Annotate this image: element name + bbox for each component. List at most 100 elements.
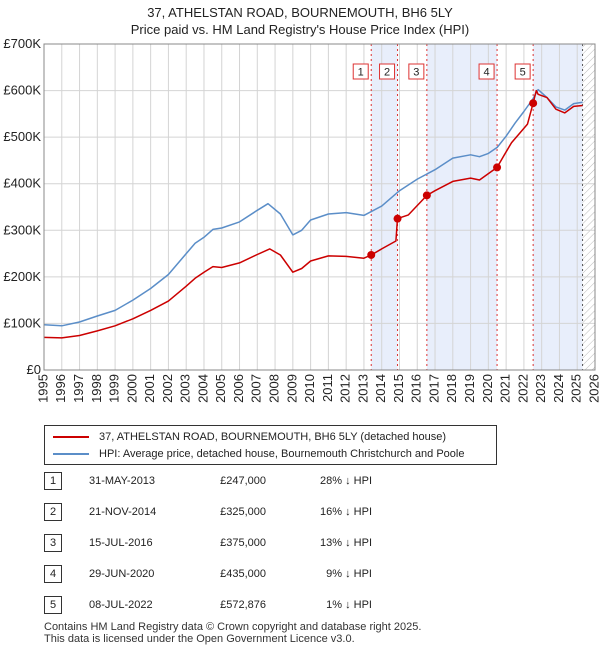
- sale-label: 1: [358, 67, 364, 79]
- plot-background: [44, 44, 595, 370]
- highlight-band: [533, 44, 583, 370]
- x-tick-label: 2010: [302, 374, 317, 403]
- sale-date: 08-JUL-2022: [89, 599, 153, 611]
- legend-label-property: 37, ATHELSTAN ROAD, BOURNEMOUTH, BH6 5LY…: [99, 431, 447, 443]
- sale-price: £247,000: [220, 475, 266, 487]
- legend: 37, ATHELSTAN ROAD, BOURNEMOUTH, BH6 5LY…: [44, 425, 497, 465]
- plot-frame: [43, 43, 596, 371]
- sale-number-badge: 5: [44, 596, 62, 614]
- sale-point: [422, 191, 431, 200]
- table-row: 1 31-MAY-2013 £247,000 28% ↓ HPI: [44, 472, 444, 490]
- x-tick-label: 2024: [551, 374, 566, 403]
- sale-price: £435,000: [220, 568, 266, 580]
- y-tick-label: £600K: [3, 83, 41, 98]
- highlight-band: [426, 44, 498, 370]
- x-tick-label: 2011: [320, 374, 335, 402]
- x-tick-label: 2004: [195, 374, 210, 403]
- price-chart: 1 2 3 4 5 £0 £100K £200K £300K £400K £500K £600K £7…: [3, 36, 600, 403]
- x-tick-label: 2014: [373, 374, 388, 403]
- x-tick-label: 2005: [213, 374, 228, 403]
- sale-hpi-diff: 13% ↓ HPI: [320, 537, 372, 549]
- sale-point: [393, 214, 402, 223]
- sale-number-badge: 1: [44, 472, 62, 490]
- x-tick-label: 2002: [160, 374, 175, 403]
- legend-item-property: 37, ATHELSTAN ROAD, BOURNEMOUTH, BH6 5LY…: [53, 429, 446, 445]
- x-tick-label: 1995: [35, 374, 50, 403]
- sale-label-box: [514, 63, 531, 80]
- y-tick-label: £100K: [3, 315, 41, 330]
- sale-point: [493, 163, 502, 172]
- x-tick-label: 1996: [53, 374, 68, 403]
- x-tick-label: 2021: [498, 374, 513, 403]
- x-tick-label: 2008: [267, 374, 282, 403]
- sale-date: 29-JUN-2020: [89, 568, 155, 580]
- x-tick-label: 2026: [586, 374, 600, 403]
- chart-title: 37, ATHELSTAN ROAD, BOURNEMOUTH, BH6 5LY: [147, 5, 453, 20]
- sale-hpi-diff: 1% ↓ HPI: [326, 599, 372, 611]
- y-tick-label: £0: [27, 362, 41, 377]
- x-tick-label: 2007: [249, 374, 264, 403]
- y-tick-label: £200K: [3, 269, 41, 284]
- x-tick-label: 2019: [462, 374, 477, 403]
- sale-label-box: [478, 63, 495, 80]
- future-hatch: [582, 44, 595, 370]
- sale-label: 3: [413, 67, 419, 79]
- x-tick-label: 2000: [124, 374, 139, 403]
- sale-label-box: [408, 63, 425, 80]
- x-tick-label: 2013: [355, 374, 370, 403]
- chart-subtitle: Price paid vs. HM Land Registry's House …: [130, 22, 470, 37]
- x-tick-label: 2020: [480, 374, 495, 403]
- legend-swatch-hpi: [53, 453, 89, 456]
- sale-label: 2: [384, 67, 390, 79]
- table-row: 2 21-NOV-2014 £325,000 16% ↓ HPI: [44, 503, 444, 521]
- sale-vlines: [370, 44, 584, 370]
- sale-number-badge: 3: [44, 534, 62, 552]
- x-tick-label: 2016: [409, 374, 424, 403]
- future-hatch-area: [582, 44, 595, 370]
- x-tick-label: 1999: [107, 374, 122, 403]
- x-tick-label: 1997: [71, 374, 86, 403]
- table-row: 3 15-JUL-2016 £375,000 13% ↓ HPI: [44, 534, 444, 552]
- legend-swatch-property: [53, 436, 89, 439]
- sale-markers: 1 2 3 4 5: [352, 63, 538, 259]
- y-tick-label: £500K: [3, 129, 41, 144]
- sale-number-badge: 2: [44, 503, 62, 521]
- sale-label-box: [352, 63, 369, 80]
- sale-price: £325,000: [220, 506, 266, 518]
- sale-hpi-diff: 16% ↓ HPI: [320, 506, 372, 518]
- x-tick-label: 2023: [533, 374, 548, 403]
- sale-hpi-diff: 28% ↓ HPI: [320, 475, 372, 487]
- table-row: 5 08-JUL-2022 £572,876 1% ↓ HPI: [44, 596, 444, 614]
- sale-number-badge: 4: [44, 565, 62, 583]
- sale-point: [367, 250, 376, 259]
- x-tick-label: 2001: [142, 374, 157, 403]
- series-line-property: [44, 89, 583, 339]
- y-tick-label: £400K: [3, 176, 41, 191]
- chart-title-block: 37, ATHELSTAN ROAD, BOURNEMOUTH, BH6 5LY…: [0, 4, 600, 38]
- series-line-hpi: [44, 88, 583, 327]
- sale-label: 5: [520, 67, 526, 79]
- y-tick-label: £700K: [3, 36, 41, 51]
- x-tick-label: 2017: [426, 374, 441, 403]
- x-tick-label: 1998: [89, 374, 104, 403]
- x-tick-label: 2015: [391, 374, 406, 403]
- x-tick-label: 2022: [515, 374, 530, 403]
- highlight-band: [371, 44, 398, 370]
- sale-price: £375,000: [220, 537, 266, 549]
- footer: Contains HM Land Registry data © Crown c…: [44, 621, 421, 645]
- x-tick-label: 2012: [338, 374, 353, 403]
- sale-label: 4: [484, 67, 490, 79]
- sale-price: £572,876: [220, 599, 266, 611]
- sale-point: [529, 99, 538, 108]
- x-tick-label: 2025: [569, 374, 584, 403]
- x-tick-label: 2009: [284, 374, 299, 403]
- legend-label-hpi: HPI: Average price, detached house, Bour…: [99, 448, 465, 460]
- x-tick-label: 2018: [444, 374, 459, 403]
- y-tick-label: £300K: [3, 222, 41, 237]
- series-lines: [44, 88, 583, 339]
- sale-date: 15-JUL-2016: [89, 537, 153, 549]
- footer-license: This data is licensed under the Open Gov…: [44, 633, 355, 645]
- axes: £0 £100K £200K £300K £400K £500K £600K £700K 199…: [3, 36, 600, 403]
- x-tick-label: 2006: [231, 374, 246, 403]
- sale-label-box: [379, 63, 396, 80]
